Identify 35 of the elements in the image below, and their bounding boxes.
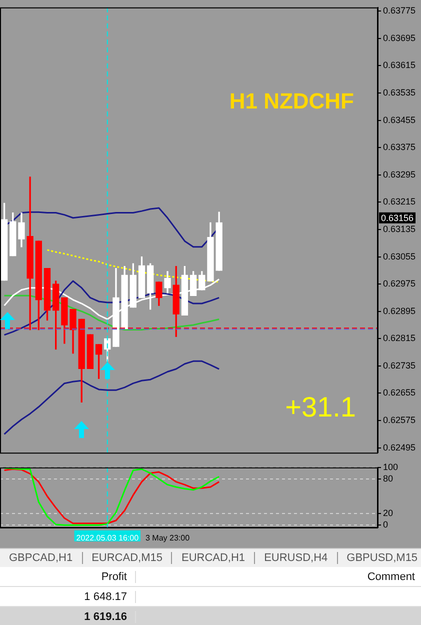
y-tick-label: 0.63695 [383, 32, 416, 43]
y-tick-label: 0 [383, 520, 388, 530]
y-tick-label: 0.63775 [383, 6, 416, 16]
y-tick-label: 100 [383, 462, 398, 472]
y-tick-label: 0.62575 [383, 415, 416, 426]
text: EURCAD,M15 [82, 552, 172, 564]
y-tick-label: 0.63535 [383, 88, 416, 98]
y-tick-label: 0.63295 [383, 169, 416, 180]
y-tick-label: 0.63215 [383, 196, 416, 207]
y-tick-label: 0.62975 [383, 278, 416, 289]
y-tick-label: 0.63135 [383, 224, 416, 234]
y-tick-label: 80 [383, 473, 394, 484]
text: 1 648.17 [0, 590, 136, 602]
y-tick-label: 0.62495 [383, 442, 416, 452]
y-tick-label: 0.63615 [383, 60, 416, 70]
text: 0.63156 [381, 212, 414, 223]
annotation: +31.1 [285, 391, 356, 422]
y-tick-label: 0.62895 [383, 306, 416, 316]
y-tick-label: 0.62815 [383, 333, 416, 344]
text: H1 NZDCHF [229, 88, 354, 114]
text: Profit [0, 570, 136, 582]
y-tick-label: 0.63375 [383, 142, 416, 152]
text: GBPCAD,H1 [0, 552, 83, 564]
text: Comment [366, 570, 416, 582]
text: GBPUSD,M15 [338, 552, 421, 564]
text: EURCAD,H1 [172, 552, 256, 564]
y-tick-label: 0.63055 [383, 251, 416, 262]
y-tick-label: 20 [383, 508, 394, 518]
y-tick-label: 0.63455 [383, 114, 416, 125]
text: EURUSD,H4 [255, 552, 338, 564]
x-tick-label: 2022.05.03 16:00 [76, 533, 140, 542]
text: 1 619.16 [0, 610, 136, 622]
x-tick-label: 3 May 23:00 [146, 533, 190, 542]
y-tick-label: 0.62655 [383, 388, 416, 398]
y-tick-label: 0.62735 [383, 360, 416, 370]
